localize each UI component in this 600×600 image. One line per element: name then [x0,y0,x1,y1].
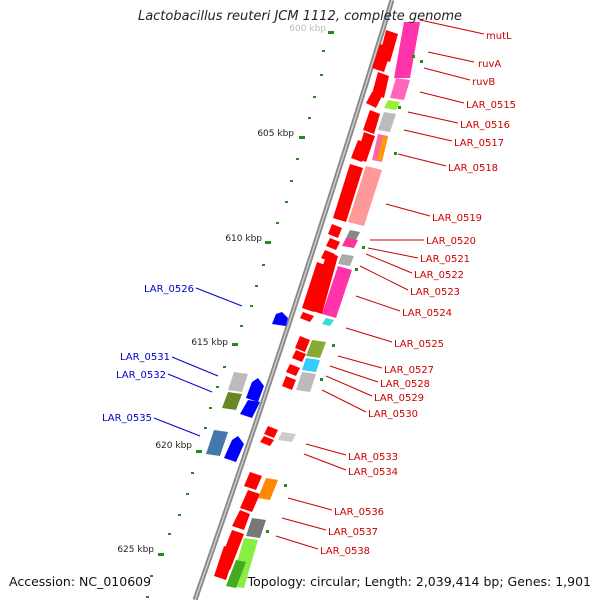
gene-label: LAR_0531 [120,352,170,363]
genome-summary: Topology: circular; Length: 2,039,414 bp… [247,574,591,589]
gene-label: LAR_0529 [374,393,424,404]
gene-block [264,426,278,438]
scale-label: 615 kbp [191,338,228,348]
reverse-strand-genes [206,312,288,462]
feature-block [306,340,326,358]
feature-block [258,478,278,500]
feature-block [322,318,334,326]
gene-block [302,262,328,312]
gene-block [372,72,389,98]
feature-block [378,112,396,132]
scale-labels: 600 kbp 605 kbp 610 kbp 615 kbp 620 kbp … [117,24,326,555]
gene-label: LAR_0517 [454,138,504,149]
gene-label: LAR_0535 [102,413,152,424]
gene-label: LAR_0519 [432,213,482,224]
gene-label: ruvB [472,77,495,88]
feature-block [246,518,266,538]
gene-block [372,44,392,72]
scale-label: 605 kbp [257,129,294,139]
gene-block [351,140,369,162]
left-leader-lines [153,287,243,437]
feature-block [338,254,354,266]
gene-block [366,92,382,108]
feature-block [377,136,388,161]
gene-block [328,224,342,238]
accession-label: Accession: NC_010609 [9,574,152,589]
gene-block [224,436,244,462]
scale-label: 600 kbp [289,24,326,34]
scale-label: 610 kbp [225,234,262,244]
gene-block [232,510,250,530]
gene-block [295,336,310,352]
feature-block [226,560,246,588]
gene-block [326,238,340,250]
feature-block [302,358,320,372]
gene-label: LAR_0534 [348,467,398,478]
gene-label: LAR_0533 [348,452,398,463]
gene-label: LAR_0524 [402,308,452,319]
scale-ticks [146,31,334,598]
feature-block [342,238,358,248]
feature-block [322,266,352,318]
feature-blocks [226,22,420,588]
feature-block [278,432,296,442]
gene-label: LAR_0536 [334,507,384,518]
feature-block [390,78,410,100]
gene-label: ruvA [478,59,501,70]
gene-block [246,378,264,402]
gene-block [286,364,300,376]
right-gene-labels: mutL ruvA ruvB LAR_0515 LAR_0516 LAR_051… [320,31,516,557]
gene-label: LAR_0518 [448,163,498,174]
gene-label: LAR_0530 [368,409,418,420]
gene-dashes [266,55,423,533]
feature-block [206,430,228,456]
gene-label: LAR_0515 [466,100,516,111]
feature-block [296,372,316,392]
gene-label: LAR_0516 [460,120,510,131]
gene-label: LAR_0520 [426,236,476,247]
gene-label: mutL [486,31,512,42]
gene-block [272,312,288,326]
gene-block [292,350,306,362]
gene-label: LAR_0532 [116,370,166,381]
gene-block [282,376,296,390]
gene-label: LAR_0537 [328,527,378,538]
forward-strand-genes [214,30,398,580]
map-title: Lactobacillus reuteri JCM 1112, complete… [137,9,463,24]
gene-label: LAR_0523 [410,287,460,298]
scale-label: 620 kbp [155,441,192,451]
left-gene-labels: LAR_0526 LAR_0531 LAR_0532 LAR_0535 [102,284,194,424]
gene-label: LAR_0521 [420,254,470,265]
right-leader-lines [275,19,485,550]
gene-label: LAR_0526 [144,284,194,295]
gene-block [244,472,262,490]
gene-block [300,312,314,322]
feature-block [384,100,400,110]
gene-block [240,400,260,418]
gene-label: LAR_0538 [320,546,370,557]
feature-block [346,230,360,240]
gene-block [214,546,236,580]
gene-label: LAR_0528 [380,379,430,390]
gene-block [363,110,380,134]
gene-block [260,436,274,446]
gene-block [333,164,363,222]
feature-block [228,372,248,392]
feature-block [222,392,242,410]
gene-label: LAR_0527 [384,365,434,376]
gene-label: LAR_0522 [414,270,464,281]
gene-label: LAR_0525 [394,339,444,350]
feature-block [348,166,382,226]
feature-block [394,22,420,78]
gene-block [240,490,260,512]
scale-label: 625 kbp [117,545,154,555]
